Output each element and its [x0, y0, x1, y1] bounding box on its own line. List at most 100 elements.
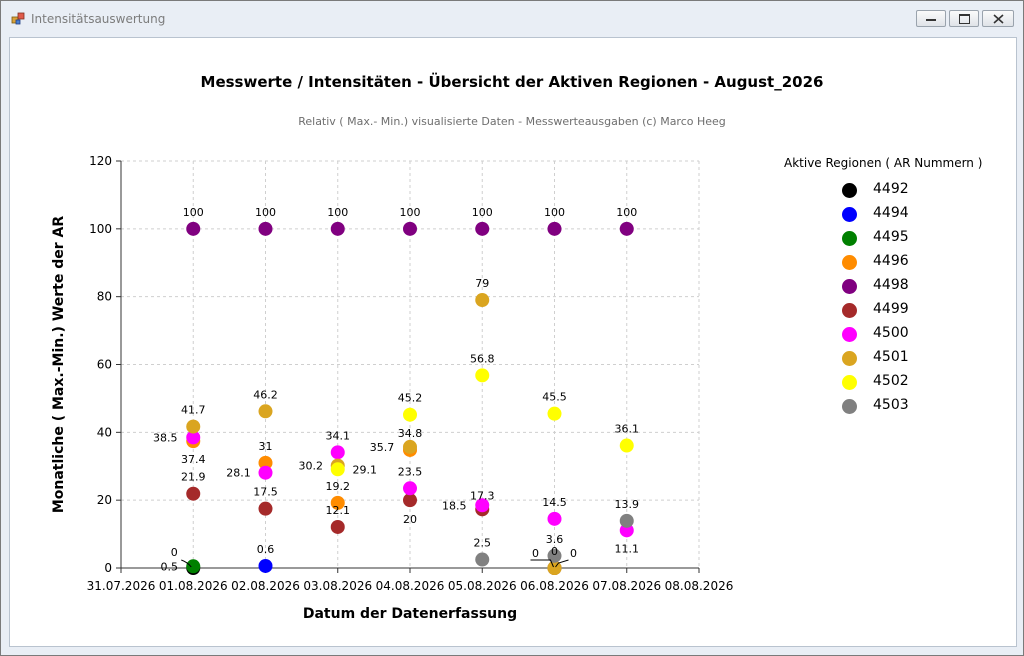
data-point	[403, 439, 417, 454]
chart-panel	[9, 37, 1017, 647]
data-label: 14.5	[542, 496, 567, 509]
data-point	[403, 481, 417, 496]
data-point	[330, 445, 345, 460]
y-tick-label: 120	[89, 154, 112, 168]
data-label: 0	[570, 547, 577, 560]
data-label: 100	[616, 206, 637, 219]
data-point	[475, 552, 490, 567]
data-label: 13.9	[615, 498, 640, 511]
data-point	[258, 455, 273, 470]
minimize-button[interactable]	[916, 10, 946, 27]
data-point	[475, 498, 490, 513]
leader-line	[555, 559, 569, 568]
data-point	[330, 519, 345, 534]
data-point	[330, 221, 345, 236]
data-label: 31	[259, 440, 273, 453]
y-tick-label: 0	[104, 561, 112, 575]
legend-marker	[842, 255, 857, 270]
legend-marker	[842, 183, 857, 198]
data-point	[403, 493, 417, 508]
data-label: 11.1	[615, 542, 640, 555]
x-tick-label: 07.08.2026	[592, 579, 661, 593]
x-tick-label: 02.08.2026	[231, 579, 300, 593]
data-label: 56.8	[470, 352, 495, 365]
data-point	[403, 407, 417, 422]
window-title: Intensitätsauswertung	[31, 12, 166, 26]
x-tick-label: 01.08.2026	[159, 579, 228, 593]
y-axis-label: Monatliche ( Max.-Min.) Werte der AR	[51, 216, 67, 514]
data-label: 17.5	[253, 486, 278, 499]
y-tick-label: 40	[97, 425, 112, 439]
data-label: 37.4	[181, 453, 206, 466]
x-tick-label: 06.08.2026	[520, 579, 589, 593]
data-point	[330, 462, 345, 477]
legend-label: 4498	[873, 277, 909, 293]
minimize-icon	[926, 19, 936, 21]
x-tick-label: 05.08.2026	[448, 579, 517, 593]
data-label: 17.3	[470, 489, 495, 502]
data-point	[258, 501, 273, 516]
data-point	[475, 368, 490, 383]
legend-label: 4501	[873, 349, 909, 365]
y-tick-label: 20	[97, 493, 112, 507]
legend-label: 4503	[873, 397, 909, 413]
legend-marker	[842, 207, 857, 222]
data-label: 3.6	[546, 533, 564, 546]
data-point	[547, 221, 562, 236]
data-label: 23.5	[398, 465, 423, 478]
data-label: 28.1	[226, 467, 251, 480]
data-label: 100	[400, 206, 421, 219]
chart-subtitle: Relativ ( Max.- Min.) visualisierte Date…	[298, 115, 726, 128]
data-label: 19.2	[326, 480, 351, 493]
data-point	[547, 511, 562, 526]
y-tick-label: 100	[89, 222, 112, 236]
data-point	[258, 404, 273, 419]
data-point	[403, 221, 417, 236]
data-label: 12.1	[326, 504, 351, 517]
data-label: 34.8	[398, 427, 423, 440]
data-point	[619, 221, 634, 236]
close-icon	[993, 14, 1004, 24]
data-label: 29.1	[353, 463, 378, 476]
legend-label: 4499	[873, 301, 909, 317]
legend-label: 4495	[873, 229, 909, 245]
close-button[interactable]	[982, 10, 1014, 27]
data-point	[258, 221, 273, 236]
data-point	[475, 221, 490, 236]
data-label: 38.5	[153, 431, 178, 444]
data-label: 100	[327, 206, 348, 219]
data-label: 79	[475, 277, 489, 290]
title-bar[interactable]: Intensitätsauswertung	[1, 1, 1023, 37]
legend-marker	[842, 231, 857, 246]
leader-line	[530, 559, 554, 568]
data-label: 100	[544, 206, 565, 219]
data-label: 0	[551, 545, 558, 558]
data-label: 41.7	[181, 404, 206, 417]
legend-marker	[842, 399, 857, 414]
leader-line	[181, 559, 192, 568]
legend-label: 4492	[873, 181, 909, 197]
data-label: 30.2	[299, 460, 324, 473]
legend-label: 4502	[873, 373, 909, 389]
data-label: 0	[532, 547, 539, 560]
x-tick-label: 08.08.2026	[665, 579, 734, 593]
data-point	[330, 495, 345, 510]
data-point	[186, 486, 201, 501]
data-point	[619, 513, 634, 528]
data-label: 100	[472, 206, 493, 219]
legend-marker	[842, 327, 857, 342]
data-label: 2.5	[474, 537, 492, 550]
legend-marker	[842, 303, 857, 318]
x-tick-label: 03.08.2026	[303, 579, 372, 593]
data-point	[186, 221, 201, 236]
legend-marker	[842, 351, 857, 366]
legend-label: 4500	[873, 325, 909, 341]
x-tick-label: 04.08.2026	[376, 579, 445, 593]
y-tick-label: 60	[97, 358, 112, 372]
data-point	[186, 430, 201, 445]
data-label: 0.5	[161, 560, 179, 573]
data-point	[547, 548, 562, 563]
data-label: 34.1	[326, 429, 351, 442]
maximize-button[interactable]	[949, 10, 979, 27]
